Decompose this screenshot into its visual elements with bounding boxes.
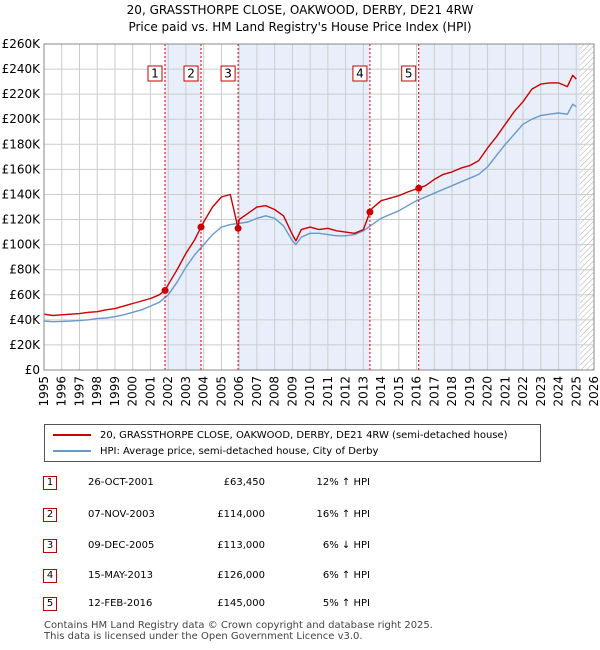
x-tick-label: 2019: [463, 376, 477, 407]
x-tick-label: 2018: [445, 376, 459, 407]
sale-marker-label: 3: [224, 67, 232, 81]
x-tick-label: 2010: [303, 376, 317, 407]
x-tick-label: 1998: [90, 376, 104, 407]
x-tick-label: 2012: [339, 376, 353, 407]
sale-price: £63,450: [223, 477, 265, 488]
sale-price: £145,000: [217, 598, 265, 609]
x-tick-label: 2017: [427, 376, 441, 407]
sale-date: 26-OCT-2001: [88, 477, 154, 488]
y-tick-label: £260K: [2, 37, 42, 51]
x-tick-label: 2004: [197, 376, 211, 407]
sale-marker-label: 1: [151, 67, 159, 81]
legend-swatch-property: [53, 434, 91, 436]
hpi-line: [43, 103, 577, 323]
y-tick-label: £180K: [2, 137, 42, 151]
x-tick-label: 2001: [143, 376, 157, 407]
y-tick-label: £140K: [2, 187, 42, 201]
sale-number-badge: 5: [43, 597, 57, 611]
ownership-band: [418, 44, 580, 370]
x-tick-label: 2016: [410, 376, 424, 407]
legend-item-property: 20, GRASSTHORPE CLOSE, OAKWOOD, DERBY, D…: [53, 429, 508, 443]
y-tick-label: £20K: [9, 338, 41, 352]
x-tick-label: 2026: [587, 376, 600, 407]
ownership-band: [165, 44, 202, 370]
future-hatch: [579, 44, 594, 370]
sale-hpi-diff: 5% ↑ HPI: [322, 598, 370, 609]
x-tick-label: 2002: [161, 376, 175, 407]
sale-marker-box: [401, 65, 417, 82]
chart-title: 20, GRASSTHORPE CLOSE, OAKWOOD, DERBY, D…: [126, 3, 474, 17]
x-tick-label: 1996: [55, 376, 69, 407]
legend-label-hpi: HPI: Average price, semi-detached house,…: [100, 446, 379, 457]
sale-number-badge: 2: [43, 508, 57, 522]
sale-price: £113,000: [217, 540, 265, 551]
x-tick-label: 2025: [569, 376, 583, 407]
footer-copyright: Contains HM Land Registry data © Crown c…: [44, 620, 433, 631]
sale-point: [415, 184, 423, 192]
sale-point: [234, 224, 242, 232]
sale-point: [197, 223, 205, 231]
x-tick-label: 1997: [72, 376, 86, 407]
footer-licence: This data is licensed under the Open Gov…: [44, 631, 363, 642]
sale-marker-label: 2: [187, 67, 195, 81]
x-tick-label: 2009: [285, 376, 299, 407]
y-tick-label: £0: [25, 363, 40, 377]
x-tick-label: 1995: [37, 376, 51, 407]
sale-hpi-diff: 16% ↑ HPI: [316, 509, 370, 520]
y-tick-label: £160K: [2, 162, 42, 176]
sale-marker-box: [147, 65, 163, 82]
plot-frame: [43, 43, 595, 371]
sale-date: 07-NOV-2003: [88, 509, 155, 520]
sale-price: £126,000: [217, 570, 265, 581]
x-tick-label: 2020: [481, 376, 495, 407]
sale-point: [161, 286, 169, 294]
x-tick-label: 2023: [534, 376, 548, 407]
x-tick-label: 2007: [250, 376, 264, 407]
x-tick-label: 2011: [321, 376, 335, 407]
sale-marker-box: [352, 65, 368, 82]
x-tick-label: 2022: [516, 376, 530, 407]
x-tick-label: 2024: [552, 376, 566, 407]
sale-hpi-diff: 6% ↓ HPI: [322, 540, 370, 551]
x-tick-label: 2008: [268, 376, 282, 407]
y-tick-label: £240K: [2, 62, 42, 76]
x-tick-label: 2005: [214, 376, 228, 407]
chart-legend: 20, GRASSTHORPE CLOSE, OAKWOOD, DERBY, D…: [44, 424, 541, 462]
y-tick-label: £100K: [2, 238, 42, 252]
sale-date: 09-DEC-2005: [88, 540, 155, 551]
price-chart: 1 2 3 4 5 £0 £20K £40K £60K £80K £100K £120K £140K £…: [2, 37, 600, 407]
chart-subtitle: Price paid vs. HM Land Registry's House …: [128, 20, 472, 34]
x-tick-label: 1999: [108, 376, 122, 407]
y-tick-label: £200K: [2, 112, 42, 126]
sale-marker-label: 4: [356, 67, 364, 81]
x-tick-label: 2021: [498, 376, 512, 407]
sale-number-badge: 4: [43, 569, 57, 583]
sale-marker-label: 5: [405, 67, 413, 81]
sale-number-badge: 3: [43, 539, 57, 553]
legend-label-property: 20, GRASSTHORPE CLOSE, OAKWOOD, DERBY, D…: [100, 430, 508, 441]
sale-hpi-diff: 6% ↑ HPI: [322, 570, 370, 581]
sale-number-badge: 1: [43, 476, 57, 490]
sale-price: £114,000: [217, 509, 265, 520]
legend-swatch-hpi: [53, 450, 91, 452]
x-tick-label: 2013: [356, 376, 370, 407]
sale-date: 15-MAY-2013: [88, 570, 154, 581]
y-tick-label: £80K: [9, 263, 41, 277]
sale-date: 12-FEB-2016: [88, 598, 153, 609]
sale-point: [366, 208, 374, 216]
x-tick-label: 2014: [374, 376, 388, 407]
y-tick-label: £120K: [2, 213, 42, 227]
x-tick-label: 2006: [232, 376, 246, 407]
sale-marker-box: [183, 65, 199, 82]
property-price-line: [43, 74, 577, 317]
sale-hpi-diff: 12% ↑ HPI: [316, 477, 370, 488]
y-tick-label: £220K: [2, 87, 42, 101]
sale-marker-box: [220, 65, 236, 82]
legend-item-hpi: HPI: Average price, semi-detached house,…: [53, 445, 378, 459]
x-tick-label: 2003: [179, 376, 193, 407]
x-tick-label: 2015: [392, 376, 406, 407]
x-tick-label: 2000: [126, 376, 140, 407]
y-tick-label: £60K: [9, 288, 41, 302]
y-tick-label: £40K: [9, 313, 41, 327]
